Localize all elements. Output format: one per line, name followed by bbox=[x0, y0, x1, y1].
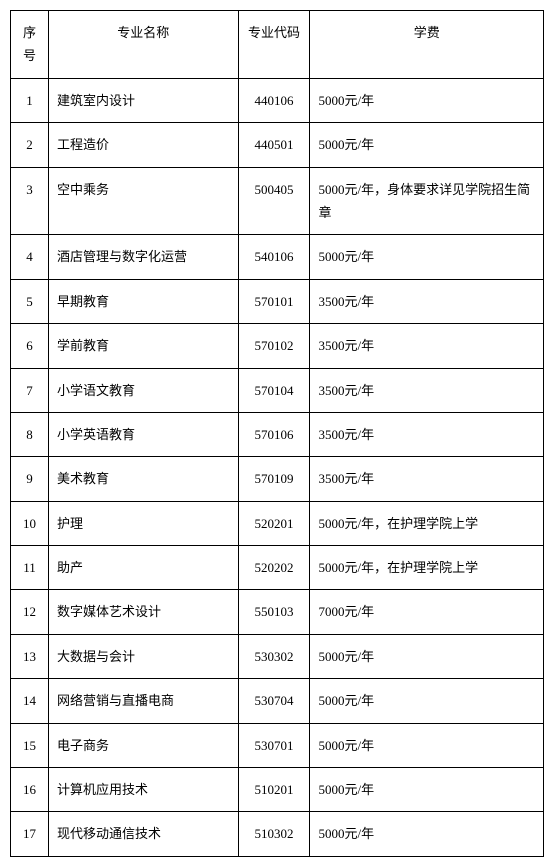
cell-name: 空中乘务 bbox=[48, 167, 238, 235]
cell-idx: 10 bbox=[11, 501, 49, 545]
cell-name: 护理 bbox=[48, 501, 238, 545]
cell-code: 510201 bbox=[238, 768, 310, 812]
cell-name: 电子商务 bbox=[48, 723, 238, 767]
cell-idx: 17 bbox=[11, 812, 49, 856]
cell-name: 早期教育 bbox=[48, 279, 238, 323]
cell-code: 530302 bbox=[238, 634, 310, 678]
cell-idx: 15 bbox=[11, 723, 49, 767]
cell-code: 530704 bbox=[238, 679, 310, 723]
cell-fee: 5000元/年 bbox=[310, 723, 544, 767]
cell-idx: 5 bbox=[11, 279, 49, 323]
table-row: 3空中乘务5004055000元/年，身体要求详见学院招生简章 bbox=[11, 167, 544, 235]
cell-fee: 5000元/年 bbox=[310, 768, 544, 812]
cell-fee: 5000元/年 bbox=[310, 78, 544, 122]
table-row: 10护理5202015000元/年，在护理学院上学 bbox=[11, 501, 544, 545]
table-row: 6学前教育5701023500元/年 bbox=[11, 324, 544, 368]
cell-idx: 8 bbox=[11, 412, 49, 456]
cell-code: 440501 bbox=[238, 123, 310, 167]
table-header-row: 序号 专业名称 专业代码 学费 bbox=[11, 11, 544, 79]
cell-name: 工程造价 bbox=[48, 123, 238, 167]
cell-code: 440106 bbox=[238, 78, 310, 122]
cell-name: 现代移动通信技术 bbox=[48, 812, 238, 856]
table-row: 2工程造价4405015000元/年 bbox=[11, 123, 544, 167]
cell-idx: 3 bbox=[11, 167, 49, 235]
cell-idx: 11 bbox=[11, 546, 49, 590]
header-fee: 学费 bbox=[310, 11, 544, 79]
cell-name: 建筑室内设计 bbox=[48, 78, 238, 122]
header-name: 专业名称 bbox=[48, 11, 238, 79]
cell-idx: 7 bbox=[11, 368, 49, 412]
cell-code: 550103 bbox=[238, 590, 310, 634]
table-row: 8小学英语教育5701063500元/年 bbox=[11, 412, 544, 456]
cell-name: 小学英语教育 bbox=[48, 412, 238, 456]
cell-fee: 5000元/年 bbox=[310, 634, 544, 678]
cell-code: 570102 bbox=[238, 324, 310, 368]
table-row: 11助产5202025000元/年，在护理学院上学 bbox=[11, 546, 544, 590]
cell-name: 小学语文教育 bbox=[48, 368, 238, 412]
cell-code: 510302 bbox=[238, 812, 310, 856]
cell-fee: 5000元/年 bbox=[310, 235, 544, 279]
cell-idx: 6 bbox=[11, 324, 49, 368]
cell-code: 570109 bbox=[238, 457, 310, 501]
cell-fee: 7000元/年 bbox=[310, 590, 544, 634]
cell-idx: 13 bbox=[11, 634, 49, 678]
cell-fee: 5000元/年，在护理学院上学 bbox=[310, 501, 544, 545]
cell-idx: 1 bbox=[11, 78, 49, 122]
cell-fee: 5000元/年 bbox=[310, 679, 544, 723]
cell-name: 学前教育 bbox=[48, 324, 238, 368]
cell-code: 520201 bbox=[238, 501, 310, 545]
table-row: 1建筑室内设计4401065000元/年 bbox=[11, 78, 544, 122]
cell-name: 大数据与会计 bbox=[48, 634, 238, 678]
table-row: 4酒店管理与数字化运营5401065000元/年 bbox=[11, 235, 544, 279]
cell-code: 530701 bbox=[238, 723, 310, 767]
table-row: 16计算机应用技术5102015000元/年 bbox=[11, 768, 544, 812]
cell-idx: 12 bbox=[11, 590, 49, 634]
table-row: 17现代移动通信技术5103025000元/年 bbox=[11, 812, 544, 856]
table-row: 13大数据与会计5303025000元/年 bbox=[11, 634, 544, 678]
header-code: 专业代码 bbox=[238, 11, 310, 79]
cell-fee: 5000元/年，身体要求详见学院招生简章 bbox=[310, 167, 544, 235]
cell-code: 540106 bbox=[238, 235, 310, 279]
cell-name: 网络营销与直播电商 bbox=[48, 679, 238, 723]
cell-fee: 3500元/年 bbox=[310, 279, 544, 323]
cell-code: 570104 bbox=[238, 368, 310, 412]
cell-code: 570101 bbox=[238, 279, 310, 323]
cell-code: 570106 bbox=[238, 412, 310, 456]
table-row: 7小学语文教育5701043500元/年 bbox=[11, 368, 544, 412]
cell-fee: 3500元/年 bbox=[310, 412, 544, 456]
cell-name: 美术教育 bbox=[48, 457, 238, 501]
table-row: 5早期教育5701013500元/年 bbox=[11, 279, 544, 323]
cell-fee: 3500元/年 bbox=[310, 368, 544, 412]
cell-name: 数字媒体艺术设计 bbox=[48, 590, 238, 634]
cell-fee: 3500元/年 bbox=[310, 457, 544, 501]
cell-fee: 5000元/年 bbox=[310, 812, 544, 856]
major-fee-table: 序号 专业名称 专业代码 学费 1建筑室内设计4401065000元/年2工程造… bbox=[10, 10, 544, 857]
cell-name: 助产 bbox=[48, 546, 238, 590]
cell-idx: 16 bbox=[11, 768, 49, 812]
cell-code: 500405 bbox=[238, 167, 310, 235]
cell-idx: 2 bbox=[11, 123, 49, 167]
cell-idx: 14 bbox=[11, 679, 49, 723]
table-row: 9美术教育5701093500元/年 bbox=[11, 457, 544, 501]
table-row: 15电子商务5307015000元/年 bbox=[11, 723, 544, 767]
table-row: 14网络营销与直播电商5307045000元/年 bbox=[11, 679, 544, 723]
cell-name: 计算机应用技术 bbox=[48, 768, 238, 812]
table-row: 12数字媒体艺术设计5501037000元/年 bbox=[11, 590, 544, 634]
cell-name: 酒店管理与数字化运营 bbox=[48, 235, 238, 279]
cell-code: 520202 bbox=[238, 546, 310, 590]
cell-idx: 4 bbox=[11, 235, 49, 279]
cell-idx: 9 bbox=[11, 457, 49, 501]
table-body: 1建筑室内设计4401065000元/年2工程造价4405015000元/年3空… bbox=[11, 78, 544, 856]
cell-fee: 5000元/年，在护理学院上学 bbox=[310, 546, 544, 590]
cell-fee: 5000元/年 bbox=[310, 123, 544, 167]
cell-fee: 3500元/年 bbox=[310, 324, 544, 368]
header-idx: 序号 bbox=[11, 11, 49, 79]
